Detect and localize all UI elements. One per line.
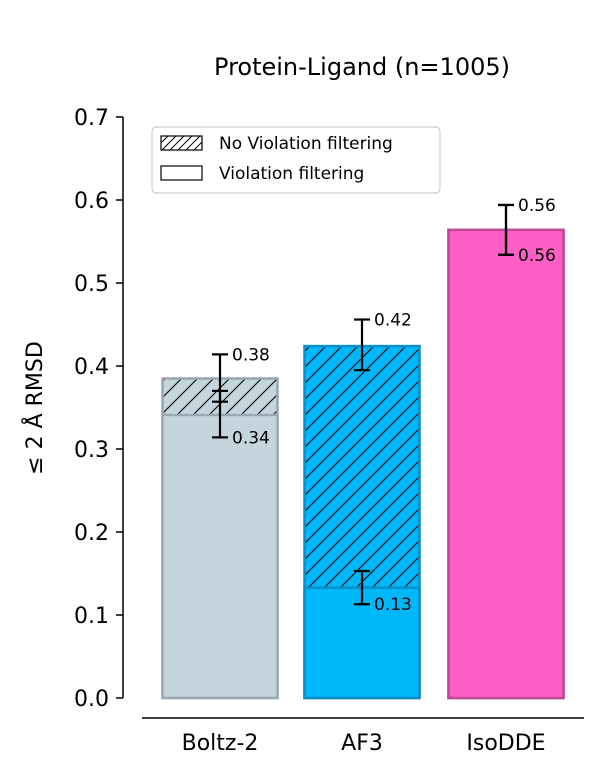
legend-entry: Violation filtering (160, 164, 364, 184)
y-axis-label: ≤ 2 Å RMSD (21, 341, 48, 475)
legend: No Violation filtering Violation filterin… (151, 126, 441, 194)
value-label-violation-filtering: 0.13 (374, 595, 412, 615)
y-tick-label: 0.4 (74, 355, 109, 380)
error-bar-violation-filtering (498, 203, 514, 256)
y-tick-label: 0.6 (74, 189, 109, 214)
value-label-violation-filtering: 0.56 (518, 246, 556, 266)
legend-swatch (160, 165, 203, 181)
y-tick-label: 0.5 (74, 272, 109, 297)
bar-group-boltz-2: 0.38 0.34 (161, 345, 279, 700)
y-tick-label: 0.0 (74, 687, 109, 712)
legend-box (151, 126, 441, 194)
x-axis: Boltz-2 AF3 IsoDDE (182, 731, 546, 756)
bar-group-isodde: 0.56 0.56 (447, 196, 565, 700)
bar-violation-filtering (303, 586, 421, 700)
bar-group-af3: 0.42 0.13 (303, 311, 421, 700)
x-tick-label: AF3 (341, 731, 383, 756)
y-axis: 0.0 0.1 0.2 0.3 0.4 0.5 0.6 0.7 (74, 106, 124, 712)
value-label-violation-filtering: 0.34 (232, 428, 270, 448)
value-label-no-violation-filtering: 0.56 (518, 196, 556, 216)
value-label-no-violation-filtering: 0.38 (232, 345, 270, 365)
value-label-no-violation-filtering: 0.42 (374, 311, 412, 331)
legend-label: Violation filtering (219, 164, 364, 184)
y-tick-label: 0.2 (74, 521, 109, 546)
chart-title: Protein-Ligand (n=1005) (214, 53, 510, 81)
legend-swatch (160, 135, 203, 151)
error-bar-violation-filtering (354, 569, 370, 606)
bar-violation-filtering (447, 228, 565, 700)
legend-label: No Violation filtering (219, 134, 393, 154)
bar-violation-filtering (161, 413, 279, 700)
y-tick-label: 0.7 (74, 106, 109, 131)
x-tick-label: IsoDDE (466, 731, 545, 756)
legend-entry: No Violation filtering (160, 134, 393, 154)
error-bar-violation-filtering (212, 389, 228, 439)
x-tick-label: Boltz-2 (182, 731, 259, 756)
y-tick-label: 0.1 (74, 604, 109, 629)
error-bar-no-violation-filtering (354, 318, 370, 372)
y-tick-label: 0.3 (74, 438, 109, 463)
bars: 0.38 0.34 0.42 0.13 0.56 0.56 (161, 196, 565, 700)
